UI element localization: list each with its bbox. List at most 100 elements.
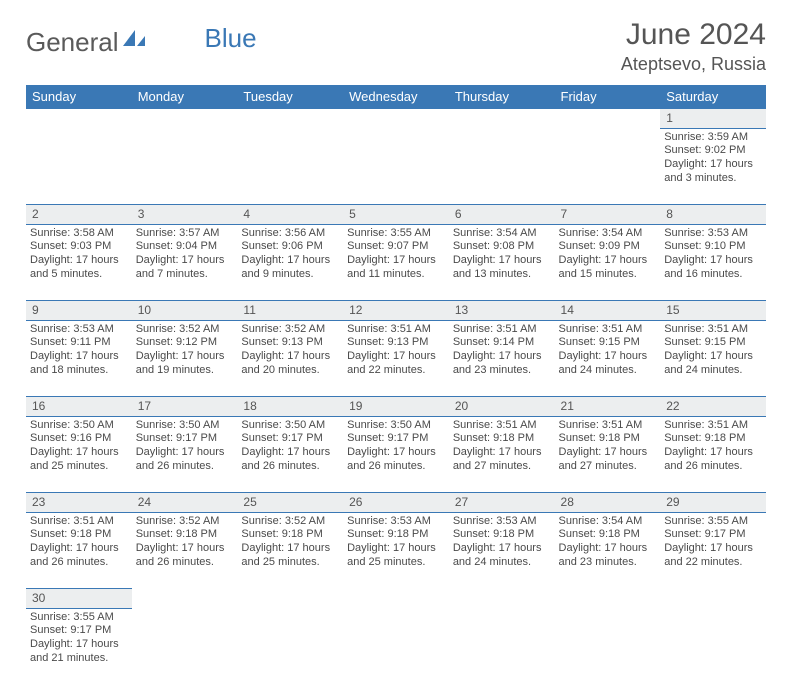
day-number: 14 bbox=[555, 300, 661, 320]
daylight-text: and 15 minutes. bbox=[559, 268, 657, 282]
day-number: 24 bbox=[132, 492, 238, 512]
sunset-text: Sunset: 9:18 PM bbox=[347, 528, 445, 542]
day-cell: Sunrise: 3:51 AMSunset: 9:18 PMDaylight:… bbox=[26, 512, 132, 588]
sunset-text: Sunset: 9:15 PM bbox=[559, 336, 657, 350]
daynum-row: 16171819202122 bbox=[26, 396, 766, 416]
daylight-text: and 24 minutes. bbox=[664, 364, 762, 378]
day-cell bbox=[26, 128, 132, 204]
day-cell: Sunrise: 3:51 AMSunset: 9:18 PMDaylight:… bbox=[449, 416, 555, 492]
sunrise-text: Sunrise: 3:53 AM bbox=[664, 227, 762, 241]
sunset-text: Sunset: 9:03 PM bbox=[30, 240, 128, 254]
day-cell: Sunrise: 3:52 AMSunset: 9:18 PMDaylight:… bbox=[132, 512, 238, 588]
daylight-text: Daylight: 17 hours bbox=[453, 542, 551, 556]
day-cell: Sunrise: 3:56 AMSunset: 9:06 PMDaylight:… bbox=[237, 224, 343, 300]
daylight-text: and 24 minutes. bbox=[453, 556, 551, 570]
sunrise-text: Sunrise: 3:55 AM bbox=[347, 227, 445, 241]
sunrise-text: Sunrise: 3:50 AM bbox=[241, 419, 339, 433]
location: Ateptsevo, Russia bbox=[621, 54, 766, 75]
day-cell bbox=[237, 608, 343, 684]
day-cell: Sunrise: 3:52 AMSunset: 9:13 PMDaylight:… bbox=[237, 320, 343, 396]
day-cell: Sunrise: 3:50 AMSunset: 9:17 PMDaylight:… bbox=[237, 416, 343, 492]
sunset-text: Sunset: 9:17 PM bbox=[30, 624, 128, 638]
sunrise-text: Sunrise: 3:55 AM bbox=[30, 611, 128, 625]
day-number: 5 bbox=[343, 204, 449, 224]
day-content-row: Sunrise: 3:58 AMSunset: 9:03 PMDaylight:… bbox=[26, 224, 766, 300]
daynum-row: 23242526272829 bbox=[26, 492, 766, 512]
day-cell bbox=[132, 608, 238, 684]
daylight-text: Daylight: 17 hours bbox=[664, 446, 762, 460]
day-cell bbox=[555, 128, 661, 204]
day-cell: Sunrise: 3:51 AMSunset: 9:18 PMDaylight:… bbox=[660, 416, 766, 492]
daylight-text: and 16 minutes. bbox=[664, 268, 762, 282]
day-cell: Sunrise: 3:53 AMSunset: 9:10 PMDaylight:… bbox=[660, 224, 766, 300]
day-cell: Sunrise: 3:58 AMSunset: 9:03 PMDaylight:… bbox=[26, 224, 132, 300]
sunset-text: Sunset: 9:13 PM bbox=[347, 336, 445, 350]
sunset-text: Sunset: 9:13 PM bbox=[241, 336, 339, 350]
sunset-text: Sunset: 9:06 PM bbox=[241, 240, 339, 254]
sunset-text: Sunset: 9:18 PM bbox=[136, 528, 234, 542]
day-number: 26 bbox=[343, 492, 449, 512]
day-number: 6 bbox=[449, 204, 555, 224]
daylight-text: Daylight: 17 hours bbox=[664, 350, 762, 364]
daylight-text: Daylight: 17 hours bbox=[30, 638, 128, 652]
daynum-row: 1 bbox=[26, 109, 766, 129]
daylight-text: Daylight: 17 hours bbox=[559, 446, 657, 460]
day-content-row: Sunrise: 3:59 AMSunset: 9:02 PMDaylight:… bbox=[26, 128, 766, 204]
daylight-text: and 22 minutes. bbox=[347, 364, 445, 378]
daylight-text: and 20 minutes. bbox=[241, 364, 339, 378]
sunrise-text: Sunrise: 3:54 AM bbox=[559, 515, 657, 529]
daylight-text: Daylight: 17 hours bbox=[347, 350, 445, 364]
daynum-row: 30 bbox=[26, 588, 766, 608]
day-cell: Sunrise: 3:53 AMSunset: 9:18 PMDaylight:… bbox=[343, 512, 449, 588]
calendar-table: SundayMondayTuesdayWednesdayThursdayFrid… bbox=[26, 85, 766, 684]
day-number bbox=[555, 109, 661, 129]
day-cell: Sunrise: 3:50 AMSunset: 9:17 PMDaylight:… bbox=[132, 416, 238, 492]
daylight-text: Daylight: 17 hours bbox=[559, 350, 657, 364]
daylight-text: and 25 minutes. bbox=[241, 556, 339, 570]
day-cell: Sunrise: 3:55 AMSunset: 9:17 PMDaylight:… bbox=[660, 512, 766, 588]
weekday-header: Wednesday bbox=[343, 85, 449, 109]
day-number: 21 bbox=[555, 396, 661, 416]
day-cell bbox=[237, 128, 343, 204]
daylight-text: Daylight: 17 hours bbox=[241, 254, 339, 268]
day-number bbox=[237, 588, 343, 608]
sunrise-text: Sunrise: 3:53 AM bbox=[453, 515, 551, 529]
daylight-text: Daylight: 17 hours bbox=[30, 254, 128, 268]
logo-text-2: Blue bbox=[205, 23, 257, 54]
daylight-text: Daylight: 17 hours bbox=[241, 350, 339, 364]
sunset-text: Sunset: 9:18 PM bbox=[559, 432, 657, 446]
day-cell bbox=[660, 608, 766, 684]
day-cell bbox=[555, 608, 661, 684]
sunrise-text: Sunrise: 3:54 AM bbox=[453, 227, 551, 241]
daylight-text: Daylight: 17 hours bbox=[664, 254, 762, 268]
day-number: 4 bbox=[237, 204, 343, 224]
sunset-text: Sunset: 9:16 PM bbox=[30, 432, 128, 446]
sunset-text: Sunset: 9:08 PM bbox=[453, 240, 551, 254]
day-number: 1 bbox=[660, 109, 766, 129]
sunset-text: Sunset: 9:17 PM bbox=[241, 432, 339, 446]
daylight-text: Daylight: 17 hours bbox=[664, 158, 762, 172]
daylight-text: and 18 minutes. bbox=[30, 364, 128, 378]
day-number bbox=[449, 109, 555, 129]
daylight-text: and 24 minutes. bbox=[559, 364, 657, 378]
daylight-text: and 3 minutes. bbox=[664, 172, 762, 186]
daylight-text: Daylight: 17 hours bbox=[136, 350, 234, 364]
daylight-text: and 26 minutes. bbox=[30, 556, 128, 570]
sunset-text: Sunset: 9:18 PM bbox=[453, 528, 551, 542]
sunset-text: Sunset: 9:15 PM bbox=[664, 336, 762, 350]
daylight-text: and 9 minutes. bbox=[241, 268, 339, 282]
day-number: 10 bbox=[132, 300, 238, 320]
day-number: 7 bbox=[555, 204, 661, 224]
daylight-text: Daylight: 17 hours bbox=[664, 542, 762, 556]
day-cell: Sunrise: 3:54 AMSunset: 9:09 PMDaylight:… bbox=[555, 224, 661, 300]
sunset-text: Sunset: 9:11 PM bbox=[30, 336, 128, 350]
weekday-header: Tuesday bbox=[237, 85, 343, 109]
day-cell: Sunrise: 3:54 AMSunset: 9:18 PMDaylight:… bbox=[555, 512, 661, 588]
sunset-text: Sunset: 9:04 PM bbox=[136, 240, 234, 254]
day-number: 30 bbox=[26, 588, 132, 608]
day-number: 23 bbox=[26, 492, 132, 512]
sunrise-text: Sunrise: 3:50 AM bbox=[136, 419, 234, 433]
weekday-header: Friday bbox=[555, 85, 661, 109]
day-number: 20 bbox=[449, 396, 555, 416]
daylight-text: and 7 minutes. bbox=[136, 268, 234, 282]
